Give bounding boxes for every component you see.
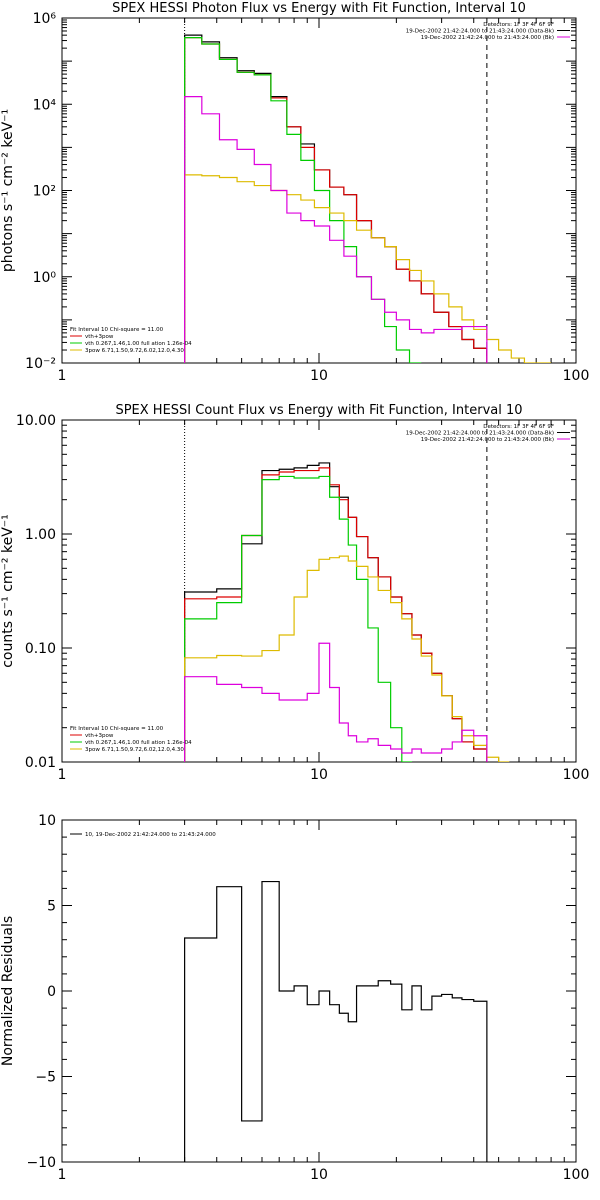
y-tick-label: 10⁻² <box>25 356 56 372</box>
series-data-bk <box>184 462 488 762</box>
x-tick-label: 100 <box>563 1167 590 1183</box>
y-axis-label: counts s⁻¹ cm⁻² keV⁻¹ <box>0 514 16 668</box>
series-3pow <box>184 555 510 762</box>
series-group <box>184 34 552 363</box>
y-tick-label: 0 <box>47 984 56 1000</box>
y-axis-label: photons s⁻¹ cm⁻² keV⁻¹ <box>0 109 16 272</box>
legend-entry: 10, 19-Dec-2002 21:42:24.000 to 21:43:24… <box>85 832 216 838</box>
series-vth-3pow <box>184 467 488 762</box>
legend-entry: 3pow 6.71,1.50,9.72,6.02,12.0,4.30 <box>85 747 184 753</box>
y-tick-label: 10 <box>38 813 56 829</box>
y-tick-label: 10.00 <box>16 413 56 429</box>
x-tick-label: 10 <box>310 767 328 783</box>
y-tick-label: 1.00 <box>25 527 56 543</box>
header-line: 19-Dec-2002 21:42:24.000 to 21:43:24.000… <box>406 431 554 437</box>
x-tick-label: 1 <box>58 368 67 384</box>
header-line: 19-Dec-2002 21:42:24.000 to 21:43:24.000… <box>406 29 554 35</box>
header-line: Detectors: 1F 3F 4F 6F 9F <box>483 22 554 28</box>
x-tick-label: 1 <box>58 767 67 783</box>
series-vth <box>184 475 412 762</box>
y-tick-label: 5 <box>47 899 56 915</box>
legend-title: Fit Interval 10 Chi-square = 11.00 <box>70 327 164 333</box>
x-tick-label: 100 <box>563 368 590 384</box>
series-bk <box>184 642 488 762</box>
legend-title: Fit Interval 10 Chi-square = 11.00 <box>70 726 164 732</box>
x-tick-label: 10 <box>310 1167 328 1183</box>
legend-entry: 3pow 6.71,1.50,9.72,6.02,12.0,4.30 <box>85 348 184 354</box>
series-data-bk <box>184 34 488 363</box>
y-tick-label: 0.01 <box>25 755 56 771</box>
series-vth-3pow <box>184 37 488 363</box>
y-tick-label: −10 <box>26 1155 56 1171</box>
header-line: 19-Dec-2002 21:42:24.000 to 21:43:24.000… <box>421 437 554 443</box>
x-tick-label: 100 <box>563 767 590 783</box>
x-tick-label: 1 <box>58 1167 67 1183</box>
y-tick-label: 10² <box>33 184 56 200</box>
y-tick-label: 10⁶ <box>33 11 57 27</box>
y-tick-label: 0.10 <box>25 641 56 657</box>
y-tick-label: −5 <box>35 1070 56 1086</box>
chart-3: Normalized Residuals 1 10 100 −10 −5 0 5 10 10, 1… <box>0 813 589 1183</box>
series-10-19-dec-2002-21-42-24-000-to-21-43-24-000 <box>184 880 488 1162</box>
series-group <box>184 880 488 1162</box>
plot-frame <box>61 419 577 763</box>
y-axis-label: Normalized Residuals <box>0 916 16 1066</box>
header-line: Detectors: 1F 3F 4F 6F 9F <box>483 424 554 430</box>
series-group <box>184 462 510 762</box>
y-tick-label: 10⁴ <box>33 97 57 113</box>
legend-entry: vth+3pow <box>85 733 114 739</box>
y-tick-label: 10⁰ <box>33 270 57 286</box>
chart-2: SPEX HESSI Count Flux vs Energy with Fit… <box>0 403 589 783</box>
legend-entry: vth 0.267,1.46,1.00 full ation 1.26e-04 <box>85 341 192 347</box>
chart-1: SPEX HESSI Photon Flux vs Energy with Fi… <box>0 1 589 384</box>
series-vth <box>184 37 422 363</box>
legend-entry: vth+3pow <box>85 334 114 340</box>
legend-entry: vth 0.267,1.46,1.00 full ation 1.26e-04 <box>85 740 192 746</box>
chart-title: SPEX HESSI Count Flux vs Energy with Fit… <box>115 403 522 418</box>
chart-title: SPEX HESSI Photon Flux vs Energy with Fi… <box>112 1 526 16</box>
x-tick-label: 10 <box>310 368 328 384</box>
series-3pow <box>184 174 552 363</box>
header-line: 19-Dec-2002 21:42:24.000 to 21:43:24.000… <box>421 35 554 41</box>
series-bk <box>184 96 488 363</box>
